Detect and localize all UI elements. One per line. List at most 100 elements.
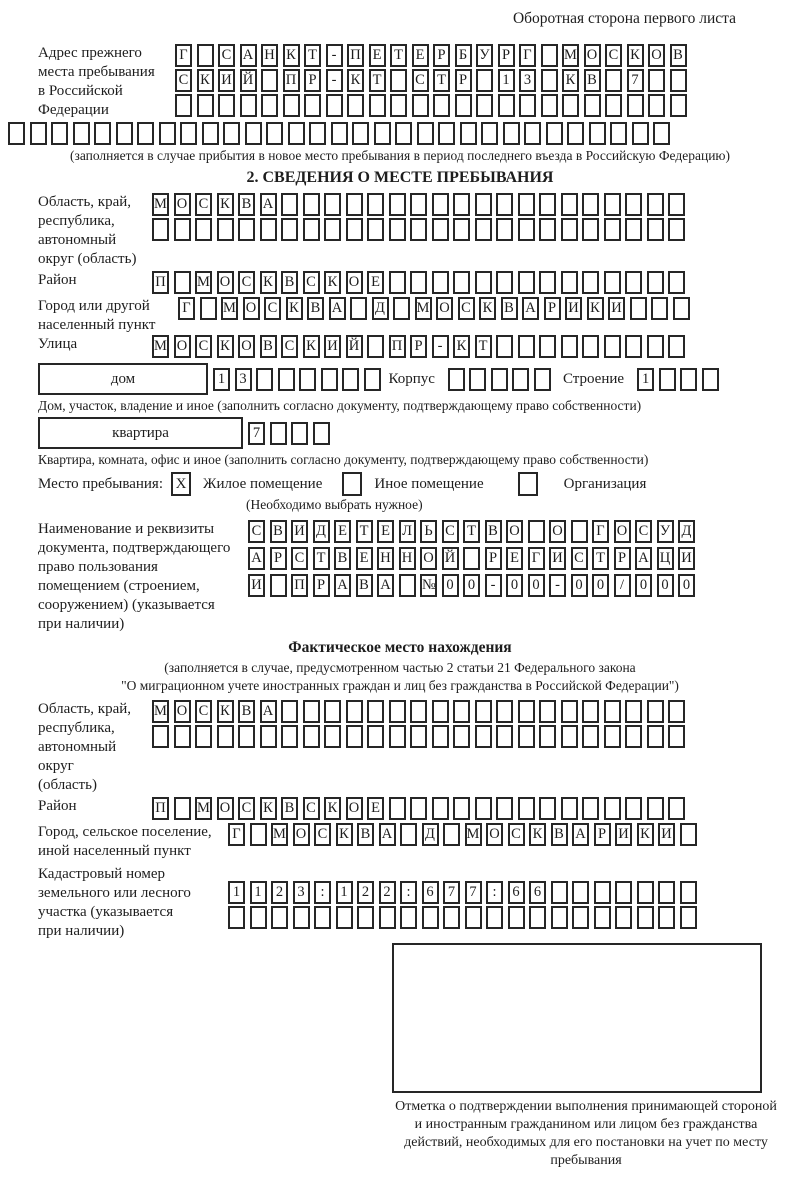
char-cell[interactable]: Е xyxy=(377,520,394,543)
char-cell[interactable] xyxy=(524,122,541,145)
char-cell[interactable] xyxy=(281,700,298,723)
char-cell[interactable]: А xyxy=(572,823,589,846)
char-cell[interactable] xyxy=(330,122,348,145)
char-cell[interactable]: В xyxy=(334,547,351,570)
char-cell[interactable]: Г xyxy=(175,44,192,67)
char-cell[interactable]: В xyxy=(550,823,568,846)
char-cell[interactable]: 0 xyxy=(463,574,480,597)
char-cell[interactable] xyxy=(388,797,406,820)
char-cell[interactable] xyxy=(431,218,449,241)
char-cell[interactable] xyxy=(507,906,525,929)
char-cell[interactable]: К xyxy=(335,823,353,846)
char-cell[interactable] xyxy=(517,725,535,748)
char-cell[interactable] xyxy=(281,193,298,216)
char-cell[interactable] xyxy=(496,725,513,748)
char-cell[interactable] xyxy=(324,218,341,241)
char-cell[interactable] xyxy=(261,69,278,92)
char-cell[interactable]: 7 xyxy=(443,881,460,904)
char-cell[interactable]: С xyxy=(195,193,212,216)
char-cell[interactable]: И xyxy=(565,297,582,320)
char-cell[interactable] xyxy=(474,797,492,820)
char-cell[interactable]: Й xyxy=(239,69,257,92)
char-cell[interactable]: С xyxy=(570,547,588,570)
char-cell[interactable]: М xyxy=(195,271,212,294)
char-cell[interactable]: Р xyxy=(543,297,561,320)
char-cell[interactable]: С xyxy=(175,69,192,92)
char-cell[interactable] xyxy=(582,797,599,820)
char-cell[interactable] xyxy=(388,700,406,723)
char-cell[interactable] xyxy=(668,335,685,358)
char-cell[interactable]: К xyxy=(529,823,546,846)
char-cell[interactable] xyxy=(410,271,427,294)
char-cell[interactable]: 0 xyxy=(656,574,674,597)
char-cell[interactable]: Т xyxy=(312,547,330,570)
char-cell[interactable] xyxy=(433,94,450,117)
char-cell[interactable]: Е xyxy=(506,547,523,570)
char-cell[interactable] xyxy=(400,906,417,929)
char-cell[interactable] xyxy=(701,367,719,391)
char-cell[interactable]: О xyxy=(648,44,665,67)
char-cell[interactable] xyxy=(588,122,606,145)
char-cell[interactable] xyxy=(680,367,698,391)
char-cell[interactable]: Й xyxy=(345,335,363,358)
char-cell[interactable]: 3 xyxy=(234,367,252,391)
char-cell[interactable] xyxy=(572,906,589,929)
char-cell[interactable]: С xyxy=(302,271,320,294)
char-cell[interactable] xyxy=(658,367,676,391)
char-cell[interactable] xyxy=(481,122,498,145)
char-cell[interactable]: № xyxy=(420,574,437,597)
char-cell[interactable] xyxy=(562,94,579,117)
char-cell[interactable] xyxy=(431,725,449,748)
char-cell[interactable] xyxy=(8,122,25,145)
checkbox-organization[interactable] xyxy=(517,472,538,496)
char-cell[interactable]: К xyxy=(453,335,470,358)
char-cell[interactable] xyxy=(679,881,697,904)
char-cell[interactable]: М xyxy=(414,297,432,320)
char-cell[interactable] xyxy=(158,122,176,145)
char-cell[interactable] xyxy=(582,193,599,216)
char-cell[interactable]: Е xyxy=(368,44,386,67)
char-cell[interactable] xyxy=(540,44,558,67)
char-cell[interactable] xyxy=(605,94,622,117)
char-cell[interactable] xyxy=(367,193,384,216)
char-cell[interactable]: 0 xyxy=(570,574,588,597)
char-cell[interactable]: Г xyxy=(592,520,609,543)
char-cell[interactable]: О xyxy=(238,335,255,358)
char-cell[interactable]: М xyxy=(562,44,579,67)
char-cell[interactable]: 1 xyxy=(249,881,267,904)
char-cell[interactable]: И xyxy=(658,823,675,846)
char-cell[interactable] xyxy=(390,94,407,117)
char-cell[interactable]: Г xyxy=(519,44,536,67)
char-cell[interactable]: С xyxy=(195,700,212,723)
char-cell[interactable] xyxy=(431,271,449,294)
char-cell[interactable]: Р xyxy=(593,823,611,846)
char-cell[interactable] xyxy=(603,725,621,748)
char-cell[interactable] xyxy=(347,94,364,117)
char-cell[interactable]: Ц xyxy=(656,547,674,570)
char-cell[interactable]: У xyxy=(656,520,674,543)
char-cell[interactable] xyxy=(368,94,386,117)
char-cell[interactable] xyxy=(583,94,601,117)
char-cell[interactable] xyxy=(582,218,599,241)
char-cell[interactable]: О xyxy=(613,520,631,543)
char-cell[interactable] xyxy=(631,122,649,145)
char-cell[interactable]: / xyxy=(613,574,631,597)
char-cell[interactable]: К xyxy=(302,335,320,358)
char-cell[interactable] xyxy=(352,122,369,145)
char-cell[interactable] xyxy=(658,906,675,929)
char-cell[interactable]: 1 xyxy=(637,367,655,391)
char-cell[interactable] xyxy=(625,725,642,748)
char-cell[interactable] xyxy=(496,218,513,241)
char-cell[interactable] xyxy=(244,122,262,145)
char-cell[interactable] xyxy=(388,218,406,241)
char-cell[interactable] xyxy=(410,725,427,748)
char-cell[interactable] xyxy=(519,94,536,117)
char-cell[interactable]: И xyxy=(218,69,235,92)
char-cell[interactable] xyxy=(259,725,277,748)
char-cell[interactable] xyxy=(314,906,331,929)
char-cell[interactable] xyxy=(238,725,255,748)
char-cell[interactable] xyxy=(249,823,267,846)
char-cell[interactable]: С xyxy=(238,797,255,820)
char-cell[interactable] xyxy=(367,700,384,723)
char-cell[interactable]: О xyxy=(345,797,363,820)
